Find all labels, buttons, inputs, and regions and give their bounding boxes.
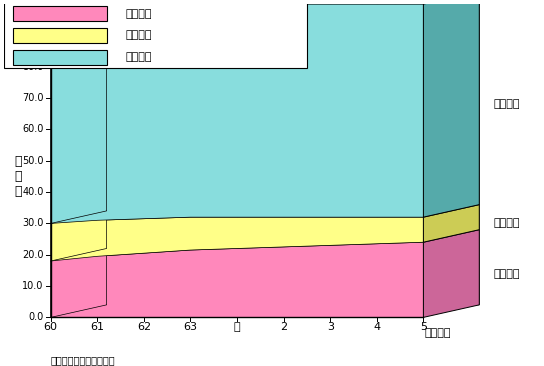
Text: 5: 5 [420,322,427,332]
Polygon shape [107,205,479,249]
Polygon shape [107,230,479,305]
Polygon shape [97,0,200,4]
Text: 企業部門: 企業部門 [493,100,520,109]
Polygon shape [97,241,200,256]
Polygon shape [423,230,479,317]
Text: （年末）: （年末） [424,328,450,338]
Text: 61: 61 [90,322,104,332]
Text: 62: 62 [137,322,151,332]
Polygon shape [51,249,107,317]
Text: 公共部門: 公共部門 [493,269,520,279]
Polygon shape [283,205,386,217]
Polygon shape [190,0,293,4]
Polygon shape [237,234,339,249]
Text: 30.0: 30.0 [22,219,44,228]
Polygon shape [51,4,423,223]
Text: 家計部門: 家計部門 [493,219,520,228]
Polygon shape [423,0,479,217]
Polygon shape [144,238,246,253]
Polygon shape [330,0,432,4]
Polygon shape [51,208,153,223]
Text: 3: 3 [327,322,333,332]
Text: 60.0: 60.0 [22,124,44,134]
Polygon shape [51,0,107,223]
Polygon shape [51,0,153,4]
Text: 元: 元 [234,322,240,332]
Text: 40.0: 40.0 [22,187,44,197]
Polygon shape [51,242,423,317]
Text: 20.0: 20.0 [22,250,44,260]
Bar [14,28,107,43]
Text: 0.0: 0.0 [28,313,44,322]
Polygon shape [107,0,479,211]
Polygon shape [283,233,386,247]
Text: 60: 60 [44,322,58,332]
Text: 70.0: 70.0 [22,93,44,103]
Polygon shape [97,206,200,220]
Polygon shape [423,205,479,242]
Text: 63: 63 [183,322,197,332]
Text: 10.0: 10.0 [22,281,44,291]
Text: 2: 2 [280,322,287,332]
Polygon shape [144,0,246,4]
Text: 4: 4 [373,322,380,332]
Text: 構
成
比: 構 成 比 [14,155,22,198]
Bar [4,0,307,68]
Polygon shape [51,244,153,261]
Polygon shape [377,0,479,4]
Polygon shape [51,217,423,261]
Text: 80.0: 80.0 [22,62,44,72]
Text: 家計部門: 家計部門 [125,30,152,41]
Polygon shape [190,205,293,217]
Polygon shape [237,0,339,4]
Bar [14,49,107,65]
Text: 郵政省資料等により作成: 郵政省資料等により作成 [51,355,115,365]
Polygon shape [237,205,339,217]
Polygon shape [330,205,432,217]
Text: 公共部門: 公共部門 [125,8,152,19]
Polygon shape [283,0,386,4]
Polygon shape [144,205,246,219]
Polygon shape [377,205,479,217]
Bar [14,6,107,21]
Text: 企業部門: 企業部門 [125,52,152,63]
Polygon shape [330,231,432,245]
Text: （％）: （％） [37,22,57,32]
Polygon shape [190,236,293,250]
Polygon shape [51,211,107,261]
Polygon shape [377,230,479,244]
Text: 50.0: 50.0 [22,156,44,166]
